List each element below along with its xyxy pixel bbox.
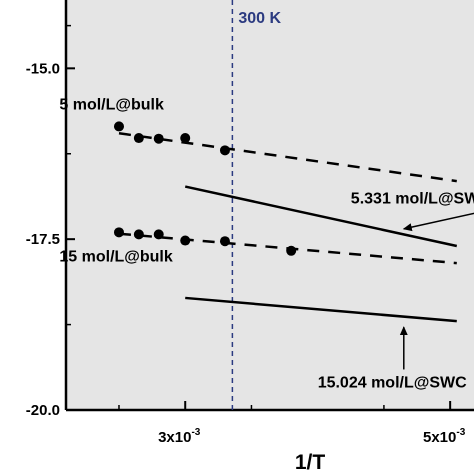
- series-line: [184, 185, 458, 248]
- x-axis-label: 1/T: [295, 451, 326, 474]
- series-annotation: 15.024 mol/L@SWC: [318, 374, 467, 391]
- y-tick-label: -17.5: [26, 231, 60, 248]
- data-point: [180, 235, 191, 246]
- x-tick-label: 5x10-3: [423, 427, 466, 446]
- series-line: [185, 296, 457, 323]
- series-line: [118, 132, 457, 183]
- y-tick-label: -20.0: [26, 402, 60, 419]
- data-point: [113, 227, 124, 238]
- series-annotation: 5.331 mol/L@SWC: [351, 191, 474, 208]
- data-point: [219, 145, 230, 156]
- data-point: [180, 133, 191, 144]
- data-point: [153, 133, 164, 144]
- y-tick-label: -15.0: [26, 60, 60, 77]
- marks: [113, 0, 474, 410]
- data-point: [153, 229, 164, 240]
- data-point: [133, 133, 144, 144]
- labels: -15.0 -17.5 -20.0 3x10-3 5x10-3 1/T 300 K 5 mol…: [26, 10, 474, 474]
- data-point: [133, 229, 144, 240]
- data-point: [113, 121, 124, 132]
- annotation-arrow: [402, 212, 474, 232]
- x-tick-label: 3x10-3: [158, 427, 201, 446]
- data-point: [286, 245, 297, 256]
- data-point: [219, 236, 230, 247]
- series-annotation: 15 mol/L@bulk: [59, 249, 172, 266]
- series-annotation: 5 mol/L@bulk: [59, 96, 164, 113]
- reference-line-label: 300 K: [238, 10, 281, 27]
